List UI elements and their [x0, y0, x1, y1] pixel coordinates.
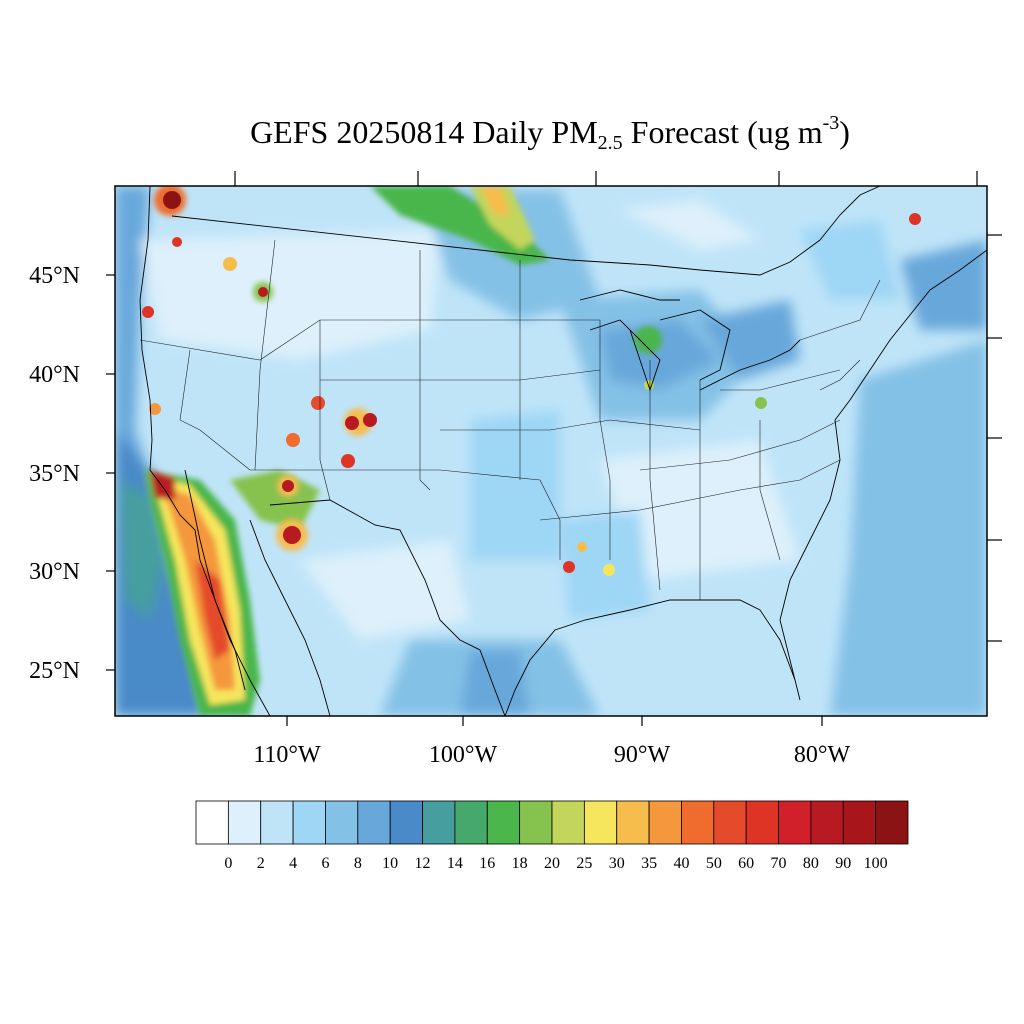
colorbar-label: 10 — [382, 855, 398, 872]
colorbar-swatch — [422, 800, 456, 845]
colorbar-swatch — [583, 800, 618, 845]
colorbar-swatch — [389, 800, 423, 845]
colorbar-swatch — [875, 800, 909, 845]
lon-label: 100°W — [429, 742, 498, 768]
colorbar-label: 4 — [289, 855, 297, 872]
map-frame — [114, 185, 988, 717]
fire-hotspots — [142, 186, 921, 576]
colorbar-label: 50 — [706, 855, 722, 872]
colorbar-swatch — [486, 800, 521, 845]
colorbar-swatch — [810, 800, 844, 845]
colorbar-swatch — [519, 800, 553, 845]
concentration-field — [115, 186, 987, 716]
colorbar-label: 90 — [835, 855, 851, 872]
colorbar-swatch — [842, 800, 877, 845]
coastlines-and-borders — [139, 186, 987, 716]
colorbar-label: 6 — [321, 855, 329, 872]
colorbar-swatch — [325, 800, 359, 845]
lat-label: 40°N — [29, 362, 80, 388]
axis-ticks — [106, 171, 1002, 726]
colorbar-label: 2 — [257, 855, 265, 872]
colorbar-label: 12 — [415, 855, 431, 872]
lon-label: 90°W — [614, 742, 671, 768]
colorbar-swatch — [778, 800, 812, 845]
colorbar-swatch — [648, 800, 682, 845]
longitude-labels: 110°W 100°W 90°W 80°W — [253, 742, 850, 768]
colorbar-label: 40 — [673, 855, 689, 872]
colorbar-swatch — [195, 800, 229, 845]
colorbar: 0 2 4 6 8 10 12 14 16 18 20 25 30 35 40 50 60 70 80 90 100 — [195, 800, 909, 872]
colorbar-label: 20 — [544, 855, 560, 872]
colorbar-label: 18 — [512, 855, 528, 872]
colorbar-label: 35 — [641, 855, 657, 872]
lat-label: 35°N — [29, 461, 80, 487]
colorbar-swatch — [681, 800, 715, 845]
colorbar-swatch — [713, 800, 747, 845]
colorbar-swatch — [551, 800, 585, 845]
lat-label: 25°N — [29, 658, 80, 684]
lon-label: 80°W — [794, 742, 851, 768]
map-title: GEFS 20250814 Daily PM2.5 Forecast (ug m… — [250, 112, 850, 154]
colorbar-label: 8 — [354, 855, 362, 872]
lat-label: 30°N — [29, 559, 80, 585]
colorbar-swatch — [227, 800, 262, 845]
colorbar-label: 60 — [738, 855, 754, 872]
colorbar-label: 100 — [864, 855, 888, 872]
lon-label: 110°W — [253, 742, 321, 768]
colorbar-label: 25 — [576, 855, 592, 872]
lat-label: 45°N — [29, 263, 80, 289]
colorbar-swatch — [454, 800, 488, 845]
colorbar-swatch — [260, 800, 294, 845]
colorbar-swatch — [357, 800, 391, 845]
colorbar-label: 70 — [771, 855, 787, 872]
colorbar-swatch — [616, 800, 650, 845]
colorbar-label: 0 — [224, 855, 232, 872]
state-boundaries — [139, 239, 881, 600]
colorbar-swatch — [745, 800, 779, 845]
latitude-labels: 45°N 40°N 35°N 30°N 25°N — [29, 263, 80, 684]
colorbar-swatch — [292, 800, 326, 845]
colorbar-label: 30 — [609, 855, 625, 872]
colorbar-label: 80 — [803, 855, 819, 872]
colorbar-label: 16 — [479, 855, 495, 872]
colorbar-label: 14 — [447, 855, 463, 872]
